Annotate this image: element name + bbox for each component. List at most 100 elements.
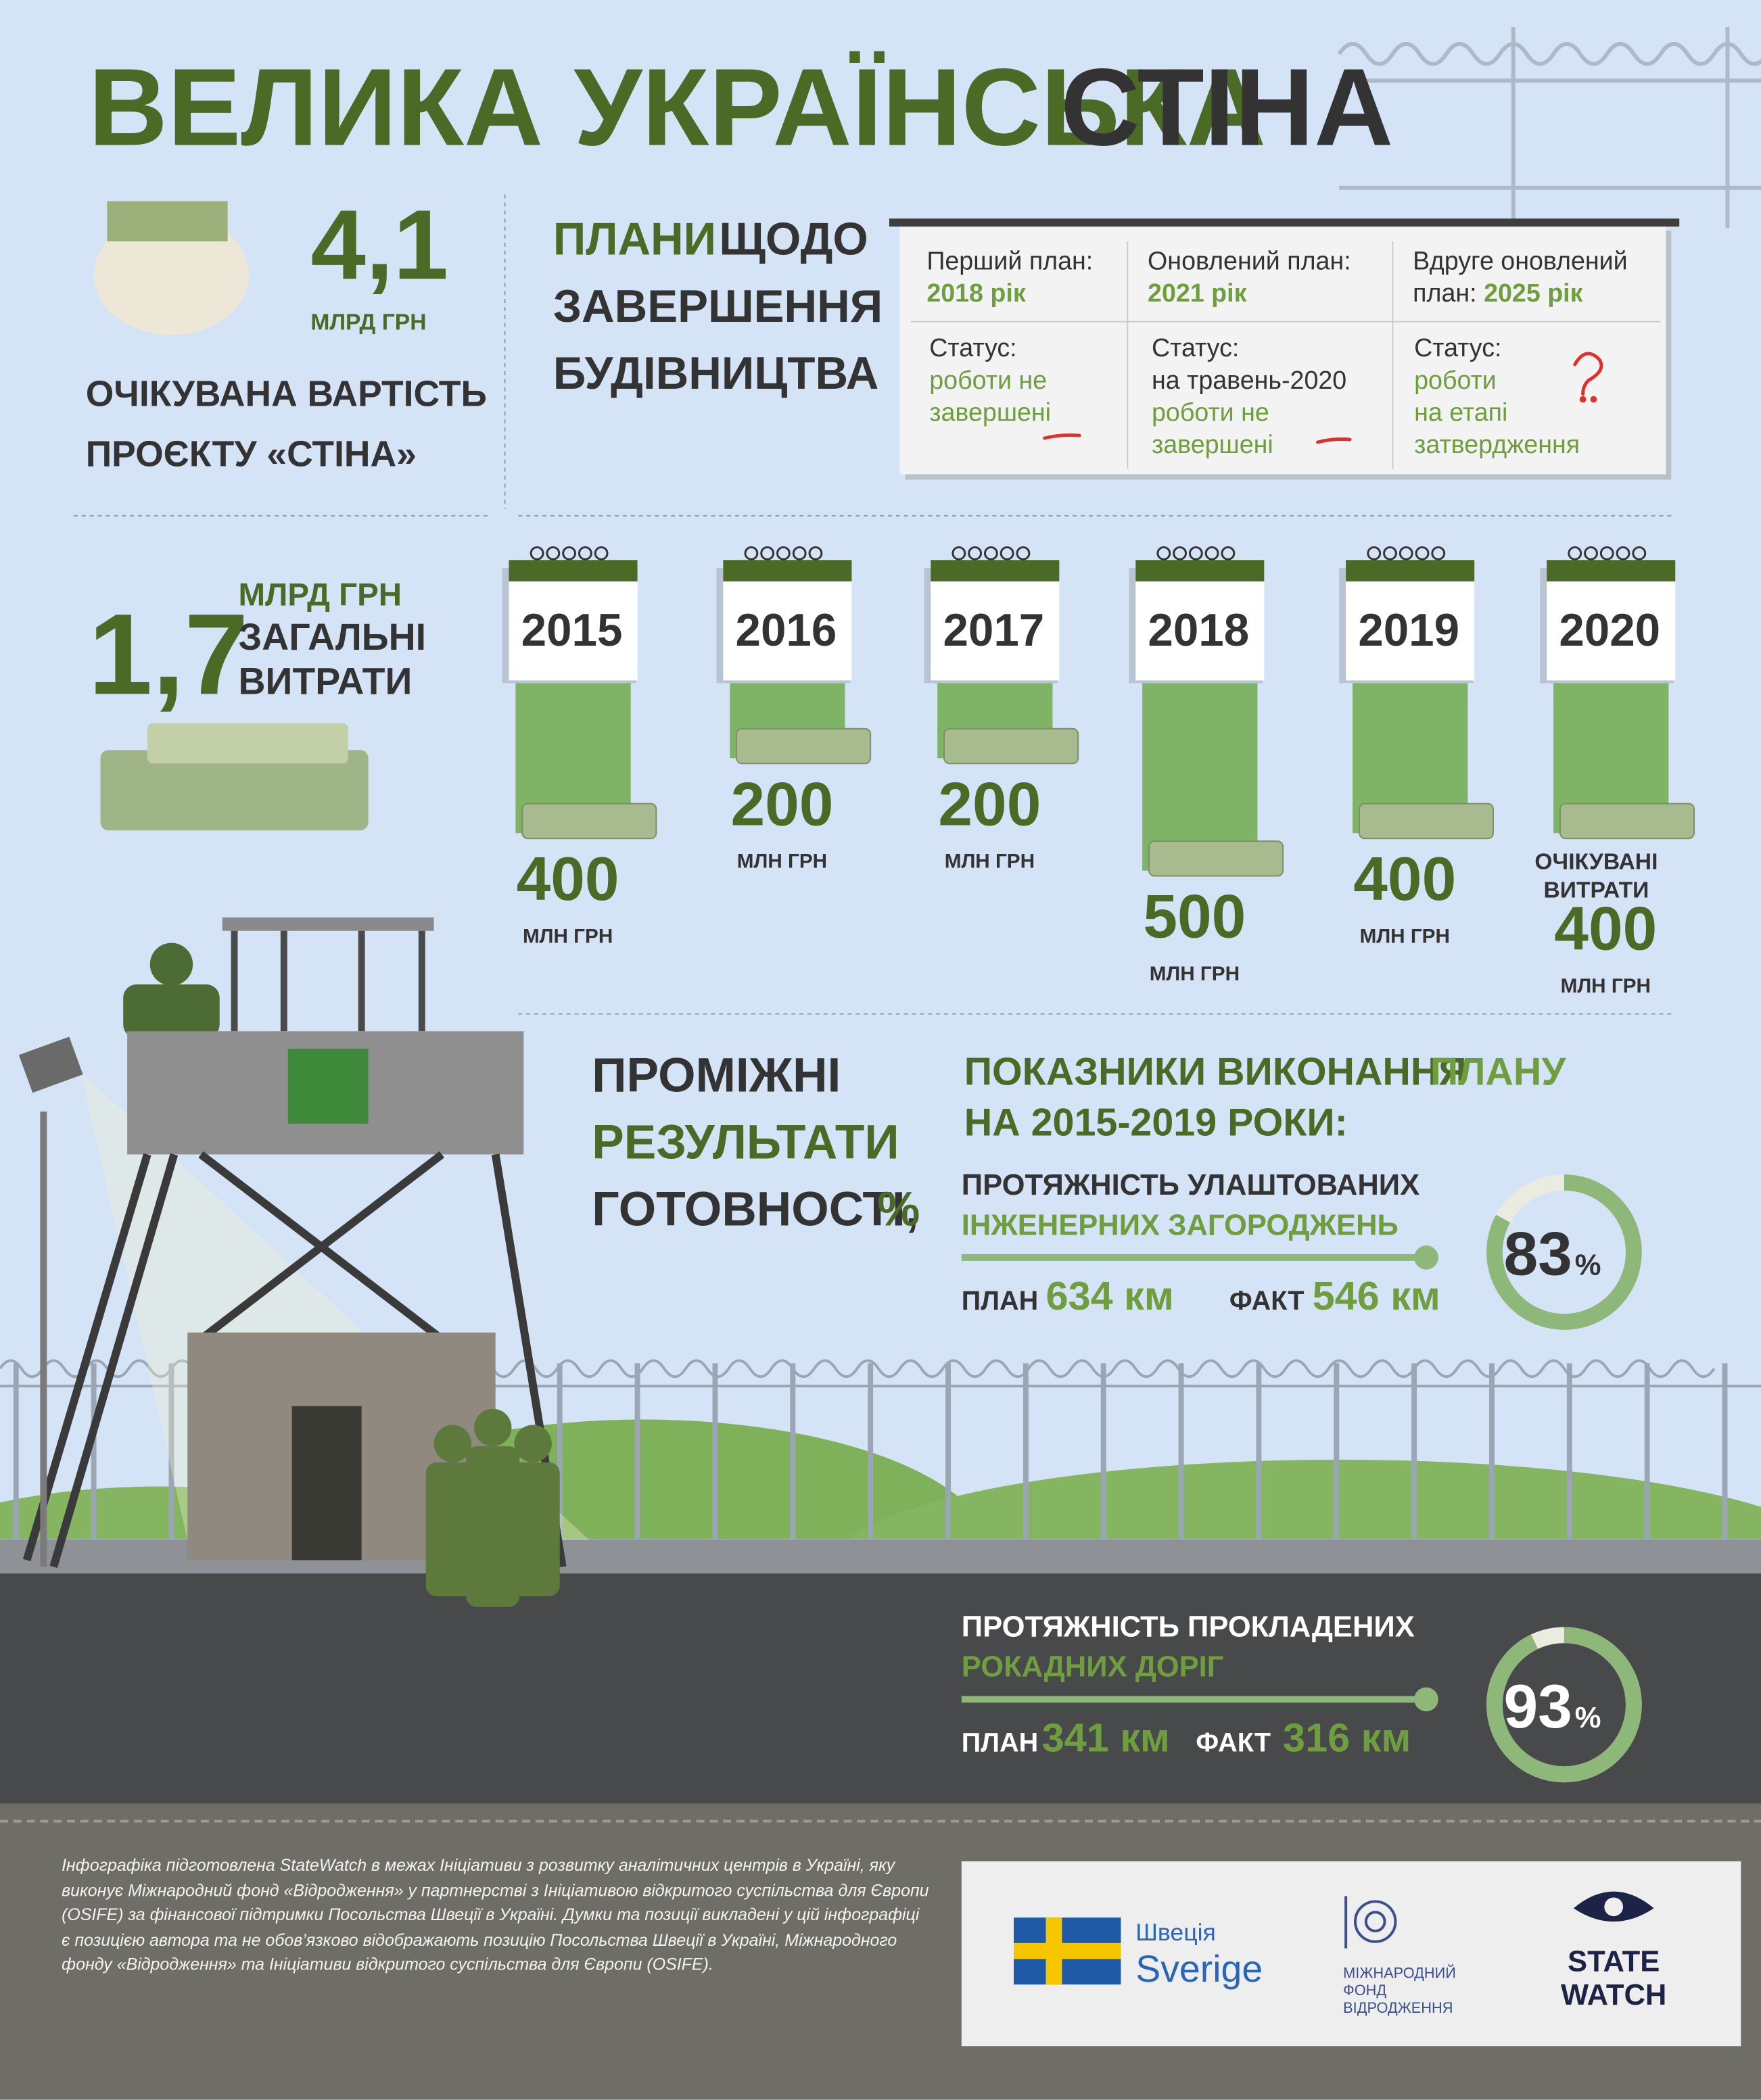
value-label: 200 bbox=[938, 770, 1041, 838]
calendar-ring bbox=[530, 546, 544, 560]
plan-year: 2018 рік bbox=[926, 279, 1026, 307]
calendar-ring bbox=[1000, 546, 1014, 560]
value-label: 200 bbox=[730, 770, 833, 838]
plans-heading: ПЛАНИ bbox=[553, 214, 716, 265]
sweden-logo bbox=[1014, 1917, 1121, 1985]
total-value: 1,7 bbox=[89, 590, 249, 719]
statewatch-name: WATCH bbox=[1561, 1979, 1666, 2011]
calendar-ring bbox=[1383, 546, 1397, 560]
statewatch-name: STATE bbox=[1568, 1945, 1660, 1978]
calendar-ring bbox=[578, 546, 592, 560]
value-unit: МЛН ГРН bbox=[945, 851, 1035, 873]
value-label: 400 bbox=[1353, 845, 1456, 913]
plans-heading: ЗАВЕРШЕННЯ bbox=[553, 281, 883, 332]
calendar-ring bbox=[1156, 546, 1171, 560]
plan-label: Перший план: bbox=[926, 247, 1093, 275]
bar bbox=[1142, 683, 1258, 871]
plans-heading: БУДІВНИЦТВА bbox=[553, 348, 879, 399]
sweden-name: Швеція bbox=[1135, 1919, 1216, 1946]
plan-label: Вдруге оновлений bbox=[1413, 247, 1628, 275]
fact-value: 546 км bbox=[1313, 1273, 1440, 1318]
year: 2017 bbox=[943, 605, 1044, 656]
progress-dot bbox=[1414, 1245, 1438, 1270]
fence-post bbox=[1256, 1363, 1262, 1544]
value-unit: МЛН ГРН bbox=[1360, 926, 1450, 948]
percent-unit: % bbox=[1575, 1702, 1601, 1734]
status-label: Статус: bbox=[1414, 333, 1501, 362]
indicators-heading: ПОКАЗНИКИ ВИКОНАННЯ bbox=[964, 1050, 1467, 1093]
sweden-name: Sverige bbox=[1135, 1948, 1263, 1990]
status: завершені bbox=[1152, 430, 1273, 458]
value-unit: МЛН ГРН bbox=[1150, 963, 1240, 985]
status-label: Статус: bbox=[929, 333, 1016, 362]
watchtower bbox=[18, 917, 590, 1569]
ring-progress bbox=[1486, 1627, 1642, 1783]
title: ВЕЛИКА УКРАЇНСЬКА bbox=[89, 46, 1266, 168]
plan-label: ПЛАН bbox=[962, 1286, 1038, 1316]
calendar-ring bbox=[983, 546, 998, 560]
calendar-ring bbox=[968, 546, 983, 560]
fence-post bbox=[1644, 1363, 1650, 1544]
cost-unit: МЛРД ГРН bbox=[310, 310, 426, 335]
value-label: 500 bbox=[1143, 883, 1246, 951]
top-fence bbox=[1337, 27, 1761, 229]
status: роботи не bbox=[929, 366, 1047, 394]
status: завершені bbox=[929, 398, 1051, 426]
status: роботи bbox=[1414, 366, 1497, 394]
calendar-header bbox=[1135, 560, 1265, 581]
cost-label: ОЧІКУВАНА ВАРТІСТЬ bbox=[86, 375, 487, 414]
money bbox=[736, 727, 872, 765]
fact-label: ФАКТ bbox=[1196, 1728, 1271, 1758]
year: 2018 bbox=[1148, 605, 1249, 656]
table bbox=[899, 225, 1666, 475]
fact-value: 316 км bbox=[1283, 1715, 1411, 1761]
percent: 83 bbox=[1503, 1220, 1572, 1289]
calendar-ring bbox=[1632, 546, 1647, 560]
calendar-ring bbox=[594, 546, 609, 560]
irf-name: МІЖНАРОДНИЙ bbox=[1343, 1964, 1456, 1981]
status-note: на травень-2020 bbox=[1152, 366, 1346, 394]
fence-post bbox=[1411, 1363, 1417, 1544]
calendar-ring bbox=[776, 546, 791, 560]
money bbox=[1358, 803, 1494, 840]
total-unit: МЛРД ГРН bbox=[238, 577, 402, 613]
calendar-ring bbox=[1415, 546, 1430, 560]
fence-post bbox=[1334, 1363, 1340, 1544]
ring-progress bbox=[1486, 1174, 1642, 1330]
calendar-ring bbox=[760, 546, 775, 560]
fence-post bbox=[1023, 1363, 1029, 1544]
plans-heading: ЩОДО bbox=[719, 214, 868, 265]
road bbox=[0, 1573, 1761, 1804]
plan-label: план: bbox=[1413, 279, 1476, 307]
results-heading: РЕЗУЛЬТАТИ bbox=[592, 1115, 899, 1169]
fence-post bbox=[634, 1363, 640, 1544]
money-bag bbox=[93, 201, 250, 335]
calendar-ring bbox=[744, 546, 759, 560]
calendar-ring bbox=[1431, 546, 1446, 560]
calendar-ring bbox=[1616, 546, 1630, 560]
results-heading: ГОТОВНОСТІ, bbox=[592, 1182, 918, 1236]
percent-unit: % bbox=[1575, 1249, 1601, 1282]
fact-label: ФАКТ bbox=[1229, 1286, 1305, 1316]
calendar-header bbox=[509, 560, 638, 581]
table-lines bbox=[910, 241, 1661, 469]
irf-name: ВІДРОДЖЕННЯ bbox=[1343, 1999, 1453, 2016]
fence-post bbox=[1178, 1363, 1184, 1544]
fence-post bbox=[91, 1363, 97, 1544]
percent: 93 bbox=[1503, 1673, 1572, 1741]
plan-label: ПЛАН bbox=[962, 1728, 1038, 1758]
year: 2015 bbox=[521, 605, 623, 656]
money bbox=[1559, 803, 1695, 840]
calendar-ring bbox=[1599, 546, 1614, 560]
footer-note: Інфографіка підготовлена StateWatch в ме… bbox=[62, 1856, 929, 1974]
table-top bbox=[889, 218, 1680, 227]
indicator-title: ІНЖЕНЕРНИХ ЗАГОРОДЖЕНЬ bbox=[962, 1209, 1399, 1241]
irf-name: ФОНД bbox=[1343, 1982, 1386, 1999]
status: затвердження bbox=[1414, 430, 1580, 458]
year: 2016 bbox=[736, 605, 837, 656]
calendar-ring bbox=[808, 546, 823, 560]
red-marks bbox=[1043, 352, 1603, 444]
progress-dot bbox=[1414, 1687, 1438, 1712]
money bbox=[943, 727, 1079, 765]
fence-post bbox=[1566, 1363, 1572, 1544]
